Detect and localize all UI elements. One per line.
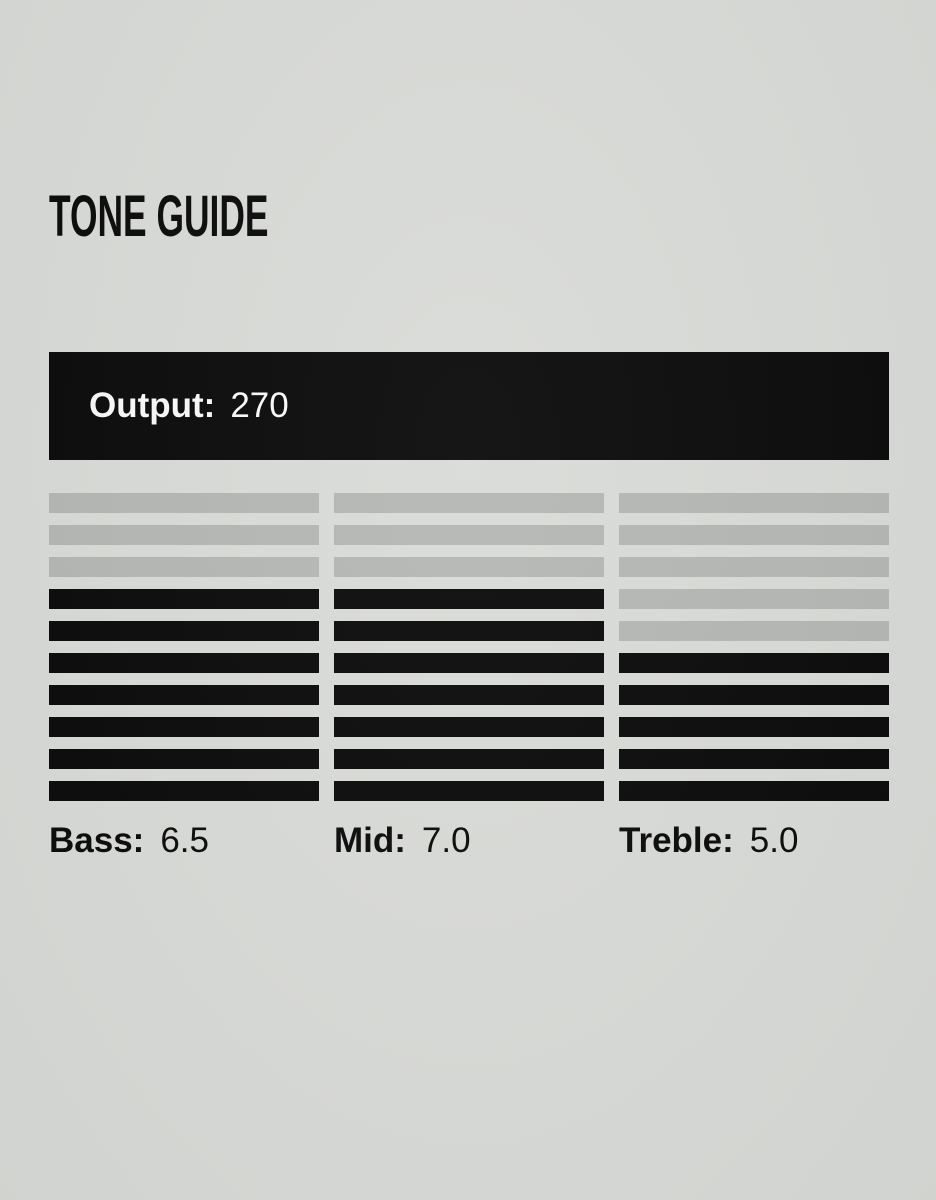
meter-segment-treble-1	[619, 781, 889, 801]
meter-segment-mid-3	[334, 717, 604, 737]
meter-caption-treble: Treble: 5.0	[619, 822, 889, 860]
meter-label-bass: Bass:	[49, 821, 145, 860]
meter-segment-treble-3	[619, 717, 889, 737]
meter-segment-treble-4	[619, 685, 889, 705]
meter-segment-mid-6	[334, 621, 604, 641]
meter-caption-mid: Mid: 7.0	[334, 822, 604, 860]
meter-column-treble: Treble: 5.0	[619, 493, 889, 860]
meter-segment-bass-7	[49, 589, 319, 609]
meter-segment-bass-4	[49, 685, 319, 705]
meter-caption-bass: Bass: 6.5	[49, 822, 319, 860]
meter-segment-mid-10	[334, 493, 604, 513]
output-label: Output:	[89, 386, 216, 425]
meter-value-mid: 7.0	[421, 821, 471, 860]
meter-segment-mid-5	[334, 653, 604, 673]
meter-segment-bass-3	[49, 717, 319, 737]
meter-segment-treble-6	[619, 621, 889, 641]
meter-segment-treble-9	[619, 525, 889, 545]
output-value: 270	[230, 386, 289, 425]
meter-segment-treble-8	[619, 557, 889, 577]
meter-label-mid: Mid:	[334, 821, 406, 860]
meter-segment-mid-7	[334, 589, 604, 609]
meter-segment-treble-10	[619, 493, 889, 513]
meter-value-treble: 5.0	[749, 821, 799, 860]
meter-label-treble: Treble:	[619, 821, 734, 860]
output-display: Output: 270	[49, 352, 889, 460]
meter-segment-bass-9	[49, 525, 319, 545]
meter-segment-bass-2	[49, 749, 319, 769]
meter-column-bass: Bass: 6.5	[49, 493, 319, 860]
meter-segment-treble-5	[619, 653, 889, 673]
meter-segment-bass-5	[49, 653, 319, 673]
meter-segment-mid-9	[334, 525, 604, 545]
meter-segment-bass-10	[49, 493, 319, 513]
meter-segment-mid-1	[334, 781, 604, 801]
meter-segment-mid-8	[334, 557, 604, 577]
meter-segment-mid-2	[334, 749, 604, 769]
meter-segment-bass-6	[49, 621, 319, 641]
meter-value-bass: 6.5	[160, 821, 209, 860]
meter-segment-mid-4	[334, 685, 604, 705]
tone-meters: Bass: 6.5 Mid: 7.0 Treble: 5.0	[49, 493, 889, 860]
meter-segment-bass-1	[49, 781, 319, 801]
meter-segment-treble-7	[619, 589, 889, 609]
meter-segment-treble-2	[619, 749, 889, 769]
meter-segment-bass-8	[49, 557, 319, 577]
page-title: TONE GUIDE	[49, 184, 269, 249]
meter-column-mid: Mid: 7.0	[334, 493, 604, 860]
